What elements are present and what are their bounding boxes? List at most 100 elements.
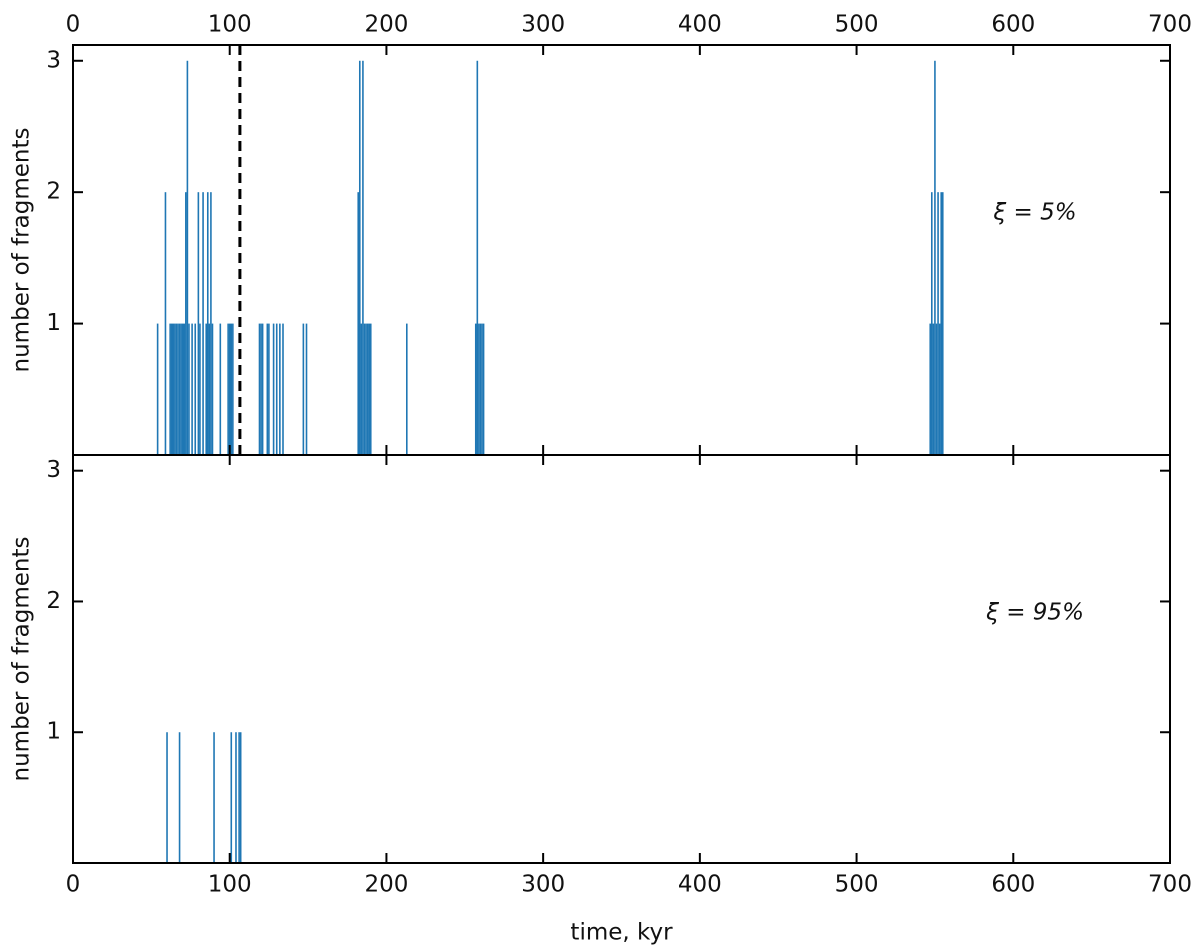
y-axis-label: number of fragments (9, 537, 35, 782)
bar (478, 323, 480, 455)
plot-frame (72, 44, 1171, 456)
bar (186, 60, 189, 456)
bar (260, 323, 262, 455)
bar (206, 192, 209, 455)
bar (266, 323, 269, 455)
bar (178, 732, 181, 863)
x-tick-label: 400 (678, 12, 722, 38)
bar (362, 60, 364, 456)
bar (230, 323, 233, 455)
bar (194, 323, 197, 455)
bar (358, 60, 361, 456)
plot-frame (72, 454, 1171, 864)
bar (366, 323, 369, 455)
x-tick-label: 500 (835, 872, 879, 898)
bar (175, 323, 178, 455)
bar (235, 732, 237, 863)
bar (940, 192, 942, 455)
bar (474, 323, 477, 455)
x-tick-label: 300 (521, 872, 565, 898)
bar (929, 323, 932, 455)
bar (210, 192, 212, 455)
bar (197, 192, 200, 455)
bar (202, 192, 204, 455)
y-tick-label: 1 (46, 719, 61, 745)
x-tick-label: 0 (66, 872, 81, 898)
y-tick-label: 2 (46, 588, 61, 614)
bar (227, 323, 229, 455)
bar (185, 192, 187, 455)
x-tick-label: 100 (208, 12, 252, 38)
y-tick-label: 1 (46, 310, 61, 336)
bar (930, 192, 933, 455)
bar (219, 323, 222, 455)
bar (482, 323, 485, 455)
bar (937, 192, 939, 455)
x-axis-label: time, kyr (570, 920, 673, 946)
y-axis-label: number of fragments (9, 128, 35, 373)
bar (258, 323, 261, 455)
x-tick-label: 100 (208, 872, 252, 898)
bar (211, 323, 214, 455)
x-tick-label: 700 (1148, 872, 1192, 898)
x-tick-label: 200 (364, 872, 408, 898)
y-tick-label: 3 (46, 457, 61, 483)
bar (476, 60, 479, 456)
bar (268, 323, 270, 455)
bar (938, 323, 941, 455)
bar (481, 323, 483, 455)
bar (191, 323, 193, 455)
y-tick-label: 3 (46, 47, 61, 73)
bar (932, 323, 935, 455)
x-tick-label: 600 (991, 872, 1035, 898)
bar (934, 60, 936, 456)
x-tick-label: 400 (678, 872, 722, 898)
bar (275, 323, 278, 455)
bar (406, 323, 408, 455)
bar (272, 323, 275, 455)
bar (181, 323, 184, 455)
bar (213, 732, 215, 863)
bar (205, 323, 208, 455)
annotation: ξ = 5% (992, 200, 1076, 226)
bar (239, 732, 242, 863)
bar (232, 323, 234, 455)
bar (360, 323, 363, 455)
bar (279, 323, 281, 455)
bar (365, 323, 367, 455)
bar (166, 732, 168, 863)
bar (178, 323, 181, 455)
bar (261, 323, 264, 455)
bar (170, 323, 173, 455)
bar (302, 323, 305, 455)
x-tick-label: 300 (521, 12, 565, 38)
bar (238, 732, 240, 863)
annotation: ξ = 95% (985, 600, 1084, 626)
bar (368, 323, 370, 455)
x-tick-label: 700 (1148, 12, 1192, 38)
bar (208, 323, 211, 455)
bar (305, 323, 308, 455)
bar (282, 323, 284, 455)
bar (228, 323, 231, 455)
x-tick-label: 500 (835, 12, 879, 38)
x-tick-label: 200 (364, 12, 408, 38)
bar (164, 192, 167, 455)
bar (172, 323, 175, 455)
bar (941, 192, 944, 455)
bar (935, 323, 938, 455)
x-tick-label: 600 (991, 12, 1035, 38)
y-tick-label: 2 (46, 179, 61, 205)
x-tick-label: 0 (66, 12, 81, 38)
bar (177, 323, 179, 455)
bar (357, 192, 360, 455)
bar (188, 323, 190, 455)
bar (363, 323, 366, 455)
bar (183, 323, 186, 455)
bar (479, 323, 482, 455)
bar (180, 323, 182, 455)
bar (174, 323, 176, 455)
bar (369, 323, 372, 455)
bar (169, 323, 171, 455)
